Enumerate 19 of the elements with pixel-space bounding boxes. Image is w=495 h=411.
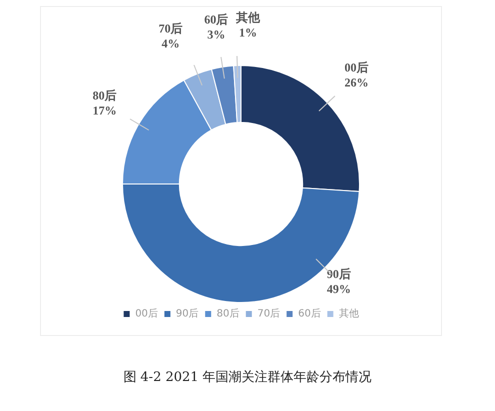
slice-label: 其他 <box>235 10 262 25</box>
legend-label: 80后 <box>216 308 240 320</box>
legend-label: 90后 <box>176 308 199 320</box>
data-label: 26% <box>344 76 369 90</box>
slice-label: 80后 <box>92 88 117 102</box>
slice-label: 70后 <box>158 22 183 36</box>
legend-label: 60后 <box>298 308 321 320</box>
data-label: 1% <box>239 26 258 40</box>
data-label: 4% <box>162 36 180 51</box>
data-label: 3% <box>207 28 226 42</box>
caption: 图 4-2 2021 年国潮关注群体年龄分布情况 <box>122 369 373 386</box>
slice-label: 00后 <box>344 60 369 75</box>
legend-label: 70后 <box>257 308 280 320</box>
legend-label: 其他 <box>338 308 359 320</box>
slice-label: 60后 <box>204 12 228 27</box>
data-label: 17% <box>92 103 117 118</box>
legend-label: 00后 <box>135 308 158 320</box>
slice-label: 90后 <box>326 267 351 282</box>
data-label: 49% <box>326 282 351 296</box>
